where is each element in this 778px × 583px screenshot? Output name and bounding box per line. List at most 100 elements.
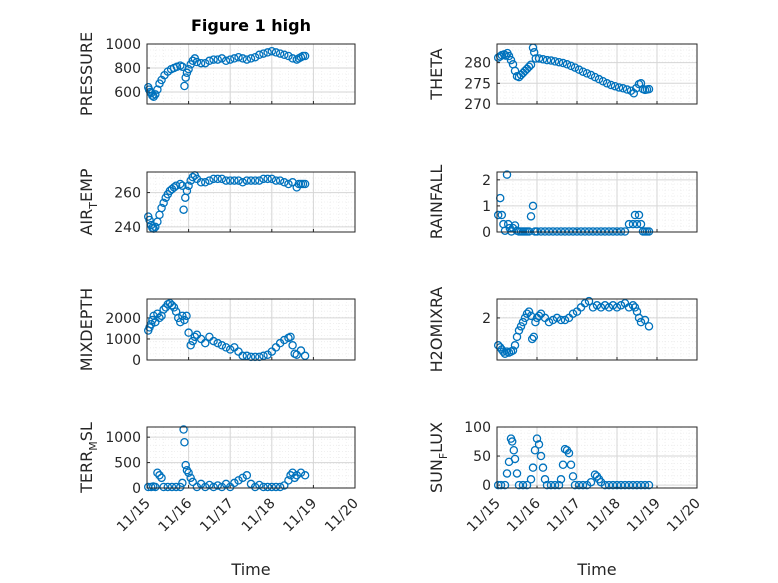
data-point — [602, 79, 612, 88]
data-point — [500, 480, 510, 490]
y-tick-label: 100 — [464, 420, 491, 436]
data-point — [234, 176, 243, 185]
data-point — [225, 345, 235, 354]
y-tick-label: 240 — [114, 220, 141, 236]
data-point — [179, 425, 188, 434]
data-point — [159, 305, 168, 314]
data-point — [209, 55, 218, 64]
data-point — [634, 210, 644, 220]
subplot-air_temp: 240 260 AIRTEMP — [77, 168, 356, 236]
data-point — [271, 482, 281, 492]
plot-area — [147, 427, 355, 488]
data-point — [188, 336, 198, 346]
data-point — [640, 480, 650, 490]
data-point — [610, 81, 620, 91]
data-point — [524, 227, 534, 236]
data-point — [242, 471, 252, 480]
x-tick-label: 11/16 — [504, 495, 544, 535]
data-point — [225, 55, 235, 64]
data-point — [271, 176, 281, 185]
data-point — [606, 80, 616, 90]
data-point — [213, 174, 222, 184]
data-point — [184, 328, 193, 337]
data-point — [538, 463, 548, 472]
data-point — [267, 482, 277, 492]
data-point — [510, 221, 520, 230]
data-point — [644, 84, 654, 94]
data-point — [636, 79, 646, 88]
data-point — [526, 212, 536, 221]
data-point — [608, 301, 618, 310]
data-point — [596, 303, 606, 312]
data-point — [259, 351, 268, 361]
data-point — [560, 227, 570, 236]
data-point — [544, 317, 554, 327]
axes-frame — [146, 171, 356, 233]
data-point — [552, 313, 562, 323]
data-point — [184, 181, 193, 190]
data-point — [618, 84, 628, 93]
data-point — [196, 178, 206, 187]
data-point — [238, 473, 247, 483]
data-point — [640, 315, 650, 325]
y-axis-label: AIRTEMP — [77, 168, 100, 235]
data-point — [514, 480, 524, 490]
data-point — [604, 303, 614, 312]
data-point — [538, 55, 548, 64]
data-point — [182, 186, 192, 196]
x-tick-label: 11/18 — [584, 496, 624, 536]
data-point — [151, 90, 160, 99]
data-point — [146, 319, 156, 329]
data-point — [562, 60, 572, 69]
data-point — [507, 437, 517, 446]
data-point — [596, 227, 606, 236]
data-point — [586, 477, 596, 487]
data-point — [608, 480, 618, 490]
data-point — [570, 480, 580, 490]
data-point — [159, 198, 168, 208]
x-tick-label: 11/19 — [280, 496, 320, 536]
data-point — [169, 183, 179, 192]
data-point — [580, 298, 590, 308]
data-point — [250, 482, 260, 492]
data-point — [580, 227, 590, 236]
data-point — [514, 326, 524, 335]
data-point — [504, 51, 514, 61]
subplot-rainfall: 0 1 2 RAINFALL — [427, 165, 698, 241]
y-tick-label: 2 — [482, 173, 491, 189]
data-point — [534, 54, 544, 63]
y-tick-label: 0 — [132, 481, 141, 497]
data-point — [510, 454, 520, 464]
data-point — [155, 313, 164, 323]
x-tick-label: 11/18 — [239, 496, 279, 536]
data-point — [584, 296, 594, 306]
x-tick-label: 11/17 — [544, 496, 584, 536]
data-point — [620, 227, 630, 236]
data-point — [246, 54, 256, 63]
data-point — [630, 210, 640, 220]
data-point — [554, 480, 564, 490]
axes-frame — [146, 426, 356, 489]
subplot-pressure: 600 800 1000 PRESSURE — [77, 32, 356, 116]
axes-frame — [496, 298, 698, 361]
data-point — [574, 65, 584, 74]
data-point — [552, 227, 562, 236]
data-point — [531, 317, 540, 327]
data-point — [628, 480, 638, 490]
x-tick-label: 11/20 — [322, 496, 362, 536]
subplot-sun_flux: 0 50 100 SUNFLUX 11/15 11/16 11/17 11/18 11/19 11… — [427, 420, 704, 579]
data-point — [530, 445, 540, 455]
x-tick-label: 11/15 — [114, 496, 154, 536]
y-axis-label: SUNFLUX — [427, 422, 450, 493]
data-point — [502, 469, 512, 478]
data-point — [192, 57, 202, 67]
data-point — [250, 52, 260, 62]
data-point — [526, 475, 536, 484]
data-point — [624, 303, 634, 312]
data-point — [516, 322, 526, 331]
data-point — [586, 70, 596, 80]
data-point — [259, 174, 268, 184]
data-point — [284, 179, 293, 189]
data-point — [534, 440, 544, 449]
subplot-terr_msl: 0 500 1000 TERRMSL 11/15 11/16 11/17 11/18 11/19… — [77, 422, 362, 579]
